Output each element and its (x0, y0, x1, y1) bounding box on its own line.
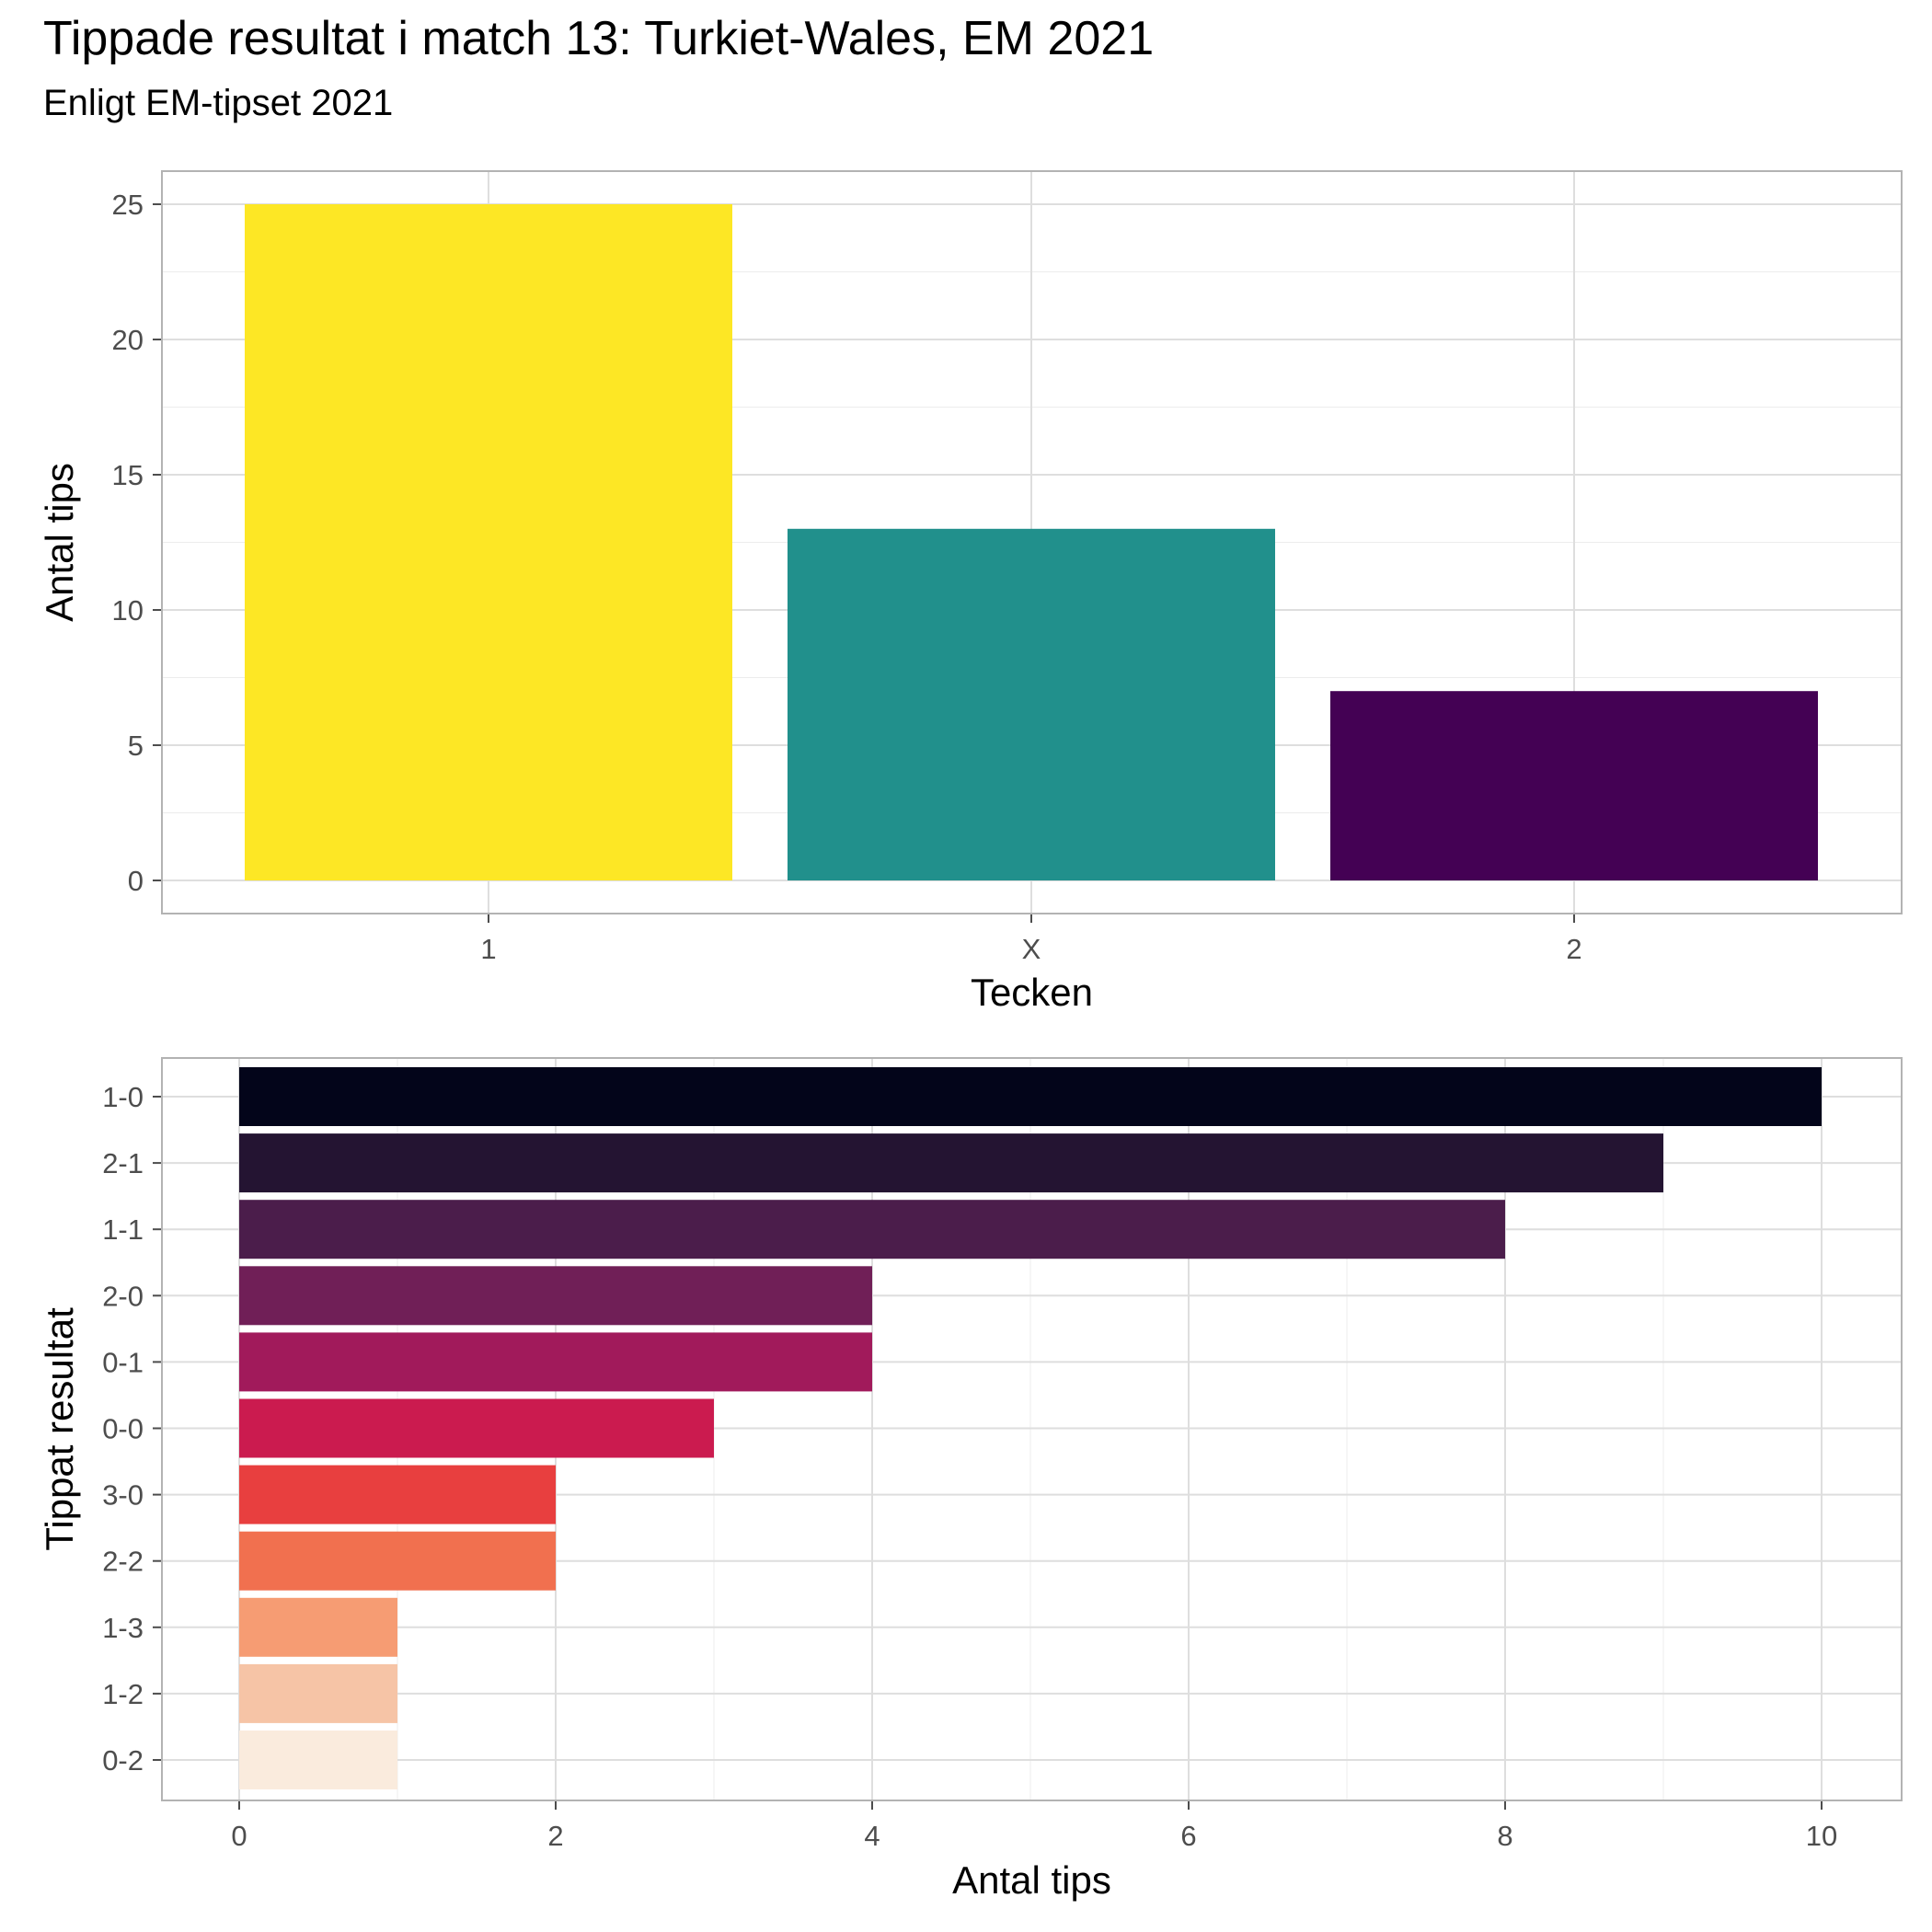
y-axis-title: Antal tips (38, 463, 81, 622)
y-tick-label: 3-0 (102, 1479, 144, 1512)
y-tick-label: 20 (112, 324, 144, 356)
y-tick-label: 2-0 (102, 1280, 144, 1312)
bar-3-0 (239, 1465, 556, 1524)
y-tick-label: 0-1 (102, 1346, 144, 1378)
bar-X (788, 528, 1275, 880)
y-tick-label: 0-2 (102, 1744, 144, 1777)
x-tick-label: 0 (231, 1820, 247, 1852)
y-tick-label: 1-3 (102, 1612, 144, 1644)
bar-1-0 (239, 1067, 1822, 1126)
bar-2 (1330, 691, 1818, 880)
x-tick-label: X (1022, 933, 1041, 965)
panel-border (161, 170, 1903, 914)
x-tick-label: 4 (864, 1820, 880, 1852)
bar-2-0 (239, 1266, 872, 1326)
x-tick-label: 6 (1180, 1820, 1196, 1852)
chart-subtitle: Enligt EM-tipset 2021 (43, 83, 394, 123)
y-tick-label: 5 (128, 730, 144, 762)
bar-1-3 (239, 1597, 397, 1657)
bar-1 (245, 204, 732, 880)
bar-0-2 (239, 1731, 397, 1789)
y-tick-label: 1-0 (102, 1081, 144, 1113)
x-tick-label: 1 (480, 933, 496, 965)
x-axis-title: Tecken (971, 971, 1093, 1014)
y-axis-title: Tippat resultat (38, 1307, 81, 1551)
y-tick-label: 1-1 (102, 1213, 144, 1246)
bar-1-2 (239, 1663, 397, 1723)
chart-title: Tippade resultat i match 13: Turkiet-Wal… (43, 12, 1155, 65)
y-tick-label: 25 (112, 189, 144, 221)
y-tick-label: 15 (112, 459, 144, 491)
bar-0-1 (239, 1332, 872, 1392)
y-tick-label: 10 (112, 594, 144, 627)
y-tick-label: 0-0 (102, 1413, 144, 1445)
x-tick-label: 8 (1497, 1820, 1512, 1852)
bar-0-0 (239, 1398, 714, 1458)
y-tick-label: 1-2 (102, 1678, 144, 1710)
x-tick-label: 2 (1566, 933, 1581, 965)
bar-1-1 (239, 1200, 1505, 1259)
bar-2-1 (239, 1133, 1663, 1193)
bar-2-2 (239, 1531, 556, 1591)
y-tick-label: 2-1 (102, 1147, 144, 1179)
x-tick-label: 2 (547, 1820, 563, 1852)
y-tick-label: 0 (128, 865, 144, 897)
y-tick-label: 2-2 (102, 1546, 144, 1578)
x-axis-title: Antal tips (952, 1858, 1111, 1902)
x-tick-label: 10 (1806, 1820, 1837, 1852)
panel-border (161, 1057, 1903, 1801)
